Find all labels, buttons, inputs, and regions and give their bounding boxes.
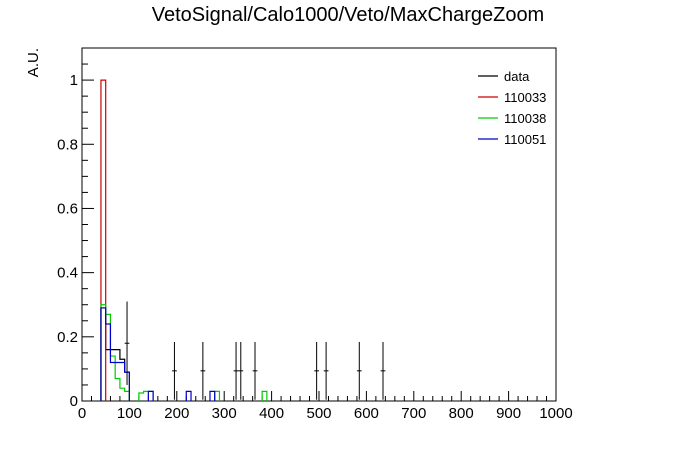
- x-tick-label: 200: [164, 405, 189, 422]
- x-tick-label: 500: [306, 405, 331, 422]
- x-tick-label: 0: [78, 405, 86, 422]
- legend-label: 110038: [504, 111, 546, 126]
- y-tick-label: 0.8: [57, 136, 78, 153]
- histogram-110051: [100, 307, 216, 401]
- histogram-110038: [100, 304, 268, 401]
- y-tick-label: 0.4: [57, 265, 78, 282]
- x-tick-label: 900: [496, 405, 521, 422]
- chart-title: VetoSignal/Calo1000/Veto/MaxChargeZoom: [151, 4, 545, 26]
- x-tick-label: 300: [212, 405, 237, 422]
- x-tick-label: 400: [259, 405, 284, 422]
- legend-label: 110033: [504, 90, 546, 105]
- legend-label: data: [504, 69, 530, 84]
- histogram-110033: [100, 79, 107, 401]
- y-axis-label: A.U.: [25, 48, 42, 77]
- plot-frame: [81, 47, 557, 402]
- x-tick-label: 100: [117, 405, 142, 422]
- y-tick-label: 0: [70, 393, 78, 410]
- y-tick-label: 0.2: [57, 329, 78, 346]
- x-tick-label: 700: [401, 405, 426, 422]
- legend-label: 110051: [504, 132, 546, 147]
- x-tick-label: 1000: [539, 405, 572, 422]
- x-tick-label: 600: [354, 405, 379, 422]
- y-tick-label: 0.6: [57, 200, 78, 217]
- y-tick-label: 1: [70, 72, 78, 89]
- x-tick-label: 800: [449, 405, 474, 422]
